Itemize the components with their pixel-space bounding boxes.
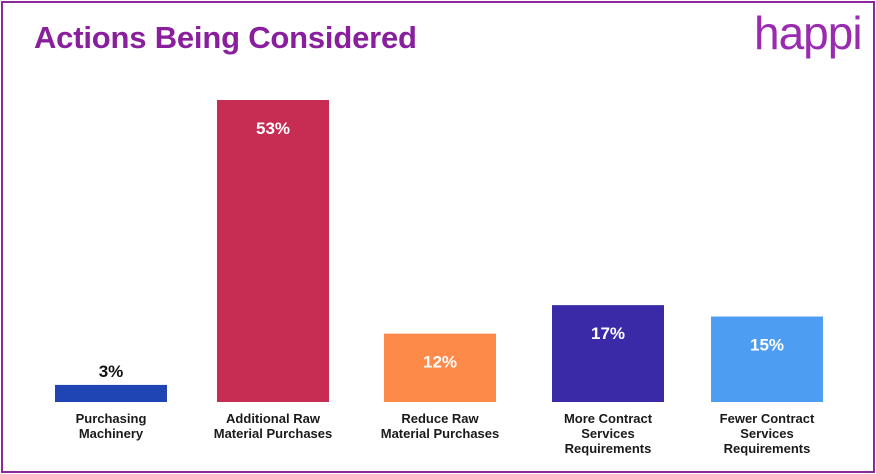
bar-3 xyxy=(384,333,496,402)
bar-value-label-4: 17% xyxy=(591,324,625,343)
x-tick-label-line: Requirements xyxy=(723,441,811,456)
x-tick-label-line: Material Purchases xyxy=(380,426,500,441)
bar-value-label-1: 3% xyxy=(99,362,124,381)
bar-1 xyxy=(55,384,167,402)
x-tick-label-line: Services xyxy=(740,426,794,441)
bar-value-label-3: 12% xyxy=(423,353,457,372)
x-tick-label-line: Reduce Raw xyxy=(401,411,479,426)
bar-5 xyxy=(711,316,823,402)
bar-2 xyxy=(217,100,329,402)
x-tick-label-line: Additional Raw xyxy=(226,411,320,426)
x-tick-label-4: More Contract Services Requirements xyxy=(533,411,683,456)
x-tick-label-line: Purchasing xyxy=(75,411,147,426)
x-tick-label-3: Reduce Raw Material Purchases xyxy=(365,411,515,441)
x-tick-label-line: Services xyxy=(581,426,635,441)
bar-value-label-5: 15% xyxy=(750,336,784,355)
x-tick-label-5: Fewer Contract Services Requirements xyxy=(692,411,842,456)
x-tick-label-2: Additional Raw Material Purchases xyxy=(198,411,348,441)
bar-4 xyxy=(552,305,664,402)
happi-logo: happi xyxy=(754,7,863,59)
x-tick-label-1: Purchasing Machinery xyxy=(36,411,186,441)
x-tick-label-line: Requirements xyxy=(564,441,652,456)
x-tick-label-line: Fewer Contract xyxy=(719,411,815,426)
x-tick-label-line: More Contract xyxy=(563,411,653,426)
chart-title: Actions Being Considered xyxy=(34,20,417,55)
x-tick-label-line: Machinery xyxy=(78,426,144,441)
bar-value-label-2: 53% xyxy=(256,119,290,138)
x-tick-label-line: Material Purchases xyxy=(213,426,333,441)
